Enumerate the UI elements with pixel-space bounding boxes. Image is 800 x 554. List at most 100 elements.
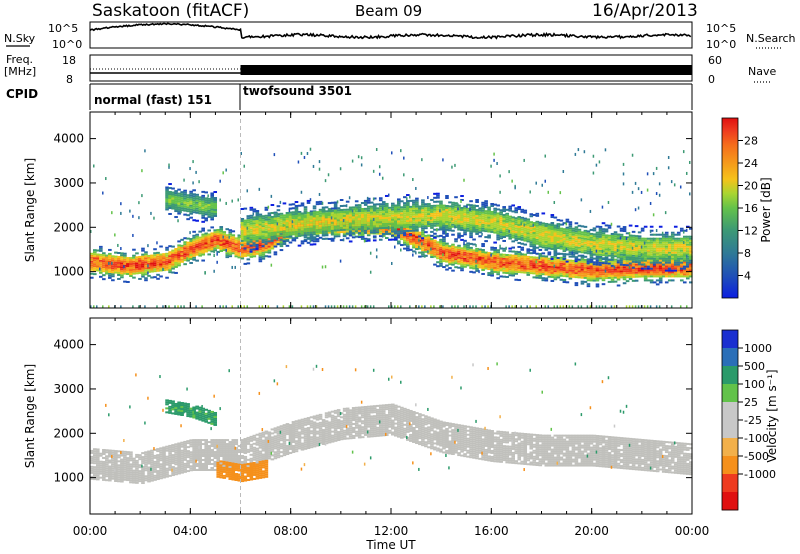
power-cell xyxy=(616,253,621,256)
power-cell xyxy=(646,247,651,250)
power-cell xyxy=(400,305,402,308)
power-cell xyxy=(427,207,431,210)
power-cell xyxy=(108,266,112,269)
power-cell xyxy=(153,268,157,271)
power-cell xyxy=(598,259,603,262)
power-cell xyxy=(156,255,160,258)
power-cell xyxy=(571,251,576,254)
power-cell xyxy=(451,221,455,224)
power-cell xyxy=(595,239,600,242)
power-cell xyxy=(111,255,115,258)
power-cell xyxy=(192,205,196,208)
power-cell xyxy=(625,256,630,259)
power-cell xyxy=(397,202,401,205)
power-cell xyxy=(270,204,275,207)
power-cell xyxy=(147,262,151,265)
power-cell xyxy=(421,237,425,240)
power-cell xyxy=(469,230,473,233)
power-cell xyxy=(391,208,395,211)
power-cell xyxy=(439,258,443,261)
power-cell xyxy=(291,221,296,224)
freq-label-line1: Freq. xyxy=(6,53,33,66)
power-cell xyxy=(213,199,218,201)
power-cell xyxy=(586,238,591,241)
power-cell xyxy=(165,256,169,259)
power-cell xyxy=(306,215,311,218)
power-cell xyxy=(454,258,458,261)
power-cell xyxy=(559,258,564,261)
power-cell xyxy=(448,223,450,227)
power-cell xyxy=(406,206,410,209)
power-cell xyxy=(637,245,642,248)
power-cell xyxy=(514,305,516,308)
power-cell xyxy=(351,216,356,219)
power-cell xyxy=(415,207,419,210)
power-cell xyxy=(264,228,269,231)
power-cell xyxy=(577,232,582,235)
power-cell xyxy=(369,217,374,220)
power-cell xyxy=(129,263,133,266)
power-cell xyxy=(484,216,488,219)
power-cell xyxy=(222,245,227,248)
power-cell xyxy=(312,205,317,208)
power-cell xyxy=(369,231,374,234)
power-cell xyxy=(354,305,357,308)
power-cell xyxy=(418,251,422,254)
power-cell xyxy=(225,252,230,255)
power-cell xyxy=(237,248,242,251)
power-cell xyxy=(610,276,615,279)
power-cell xyxy=(475,200,479,203)
power-cell xyxy=(312,207,317,210)
power-cell xyxy=(381,219,386,222)
power-cell xyxy=(171,253,175,256)
power-cell xyxy=(628,266,633,269)
power-cell xyxy=(556,266,561,269)
power-cell xyxy=(249,206,254,209)
noise-left-tick-top: 10^5 xyxy=(48,22,78,35)
power-cell xyxy=(619,236,622,240)
power-cell xyxy=(565,267,570,270)
power-cell xyxy=(463,227,467,230)
power-cell xyxy=(652,281,657,284)
power-cell xyxy=(637,261,642,264)
power-cell xyxy=(225,254,230,257)
power-cell xyxy=(165,264,169,267)
power-cell xyxy=(637,251,642,254)
power-cell xyxy=(228,233,233,236)
power-cell xyxy=(246,243,251,246)
power-cell xyxy=(394,208,398,211)
power-cell xyxy=(333,227,338,230)
power-cell xyxy=(378,223,383,226)
power-cell xyxy=(165,305,167,308)
power-cell xyxy=(616,256,621,259)
power-cell xyxy=(195,195,199,198)
power-cell xyxy=(544,255,549,258)
power-cell xyxy=(454,250,458,253)
power-cell xyxy=(655,265,660,268)
power-cell xyxy=(490,272,494,275)
power-cell xyxy=(192,236,196,239)
power-cell xyxy=(324,226,329,229)
power-cell xyxy=(132,248,136,251)
power-cell xyxy=(249,240,254,243)
power-cell xyxy=(180,256,184,259)
power-cell xyxy=(144,271,148,274)
power-cell xyxy=(439,218,443,221)
power-cell xyxy=(529,256,534,259)
power-cell xyxy=(207,213,211,216)
power-cell xyxy=(646,275,651,278)
power-cell xyxy=(448,229,452,232)
power-cell xyxy=(526,263,531,266)
power-cell xyxy=(532,266,537,269)
power-cell xyxy=(634,305,637,308)
power-cell xyxy=(562,228,567,231)
power-cell xyxy=(610,248,615,251)
power-cell xyxy=(375,219,380,222)
power-cell xyxy=(409,223,413,226)
power-cell xyxy=(108,248,112,251)
power-cell xyxy=(252,249,257,252)
power-cell xyxy=(652,213,655,217)
power-cell xyxy=(655,251,660,254)
power-cell xyxy=(568,247,573,250)
power-cell xyxy=(481,229,485,232)
